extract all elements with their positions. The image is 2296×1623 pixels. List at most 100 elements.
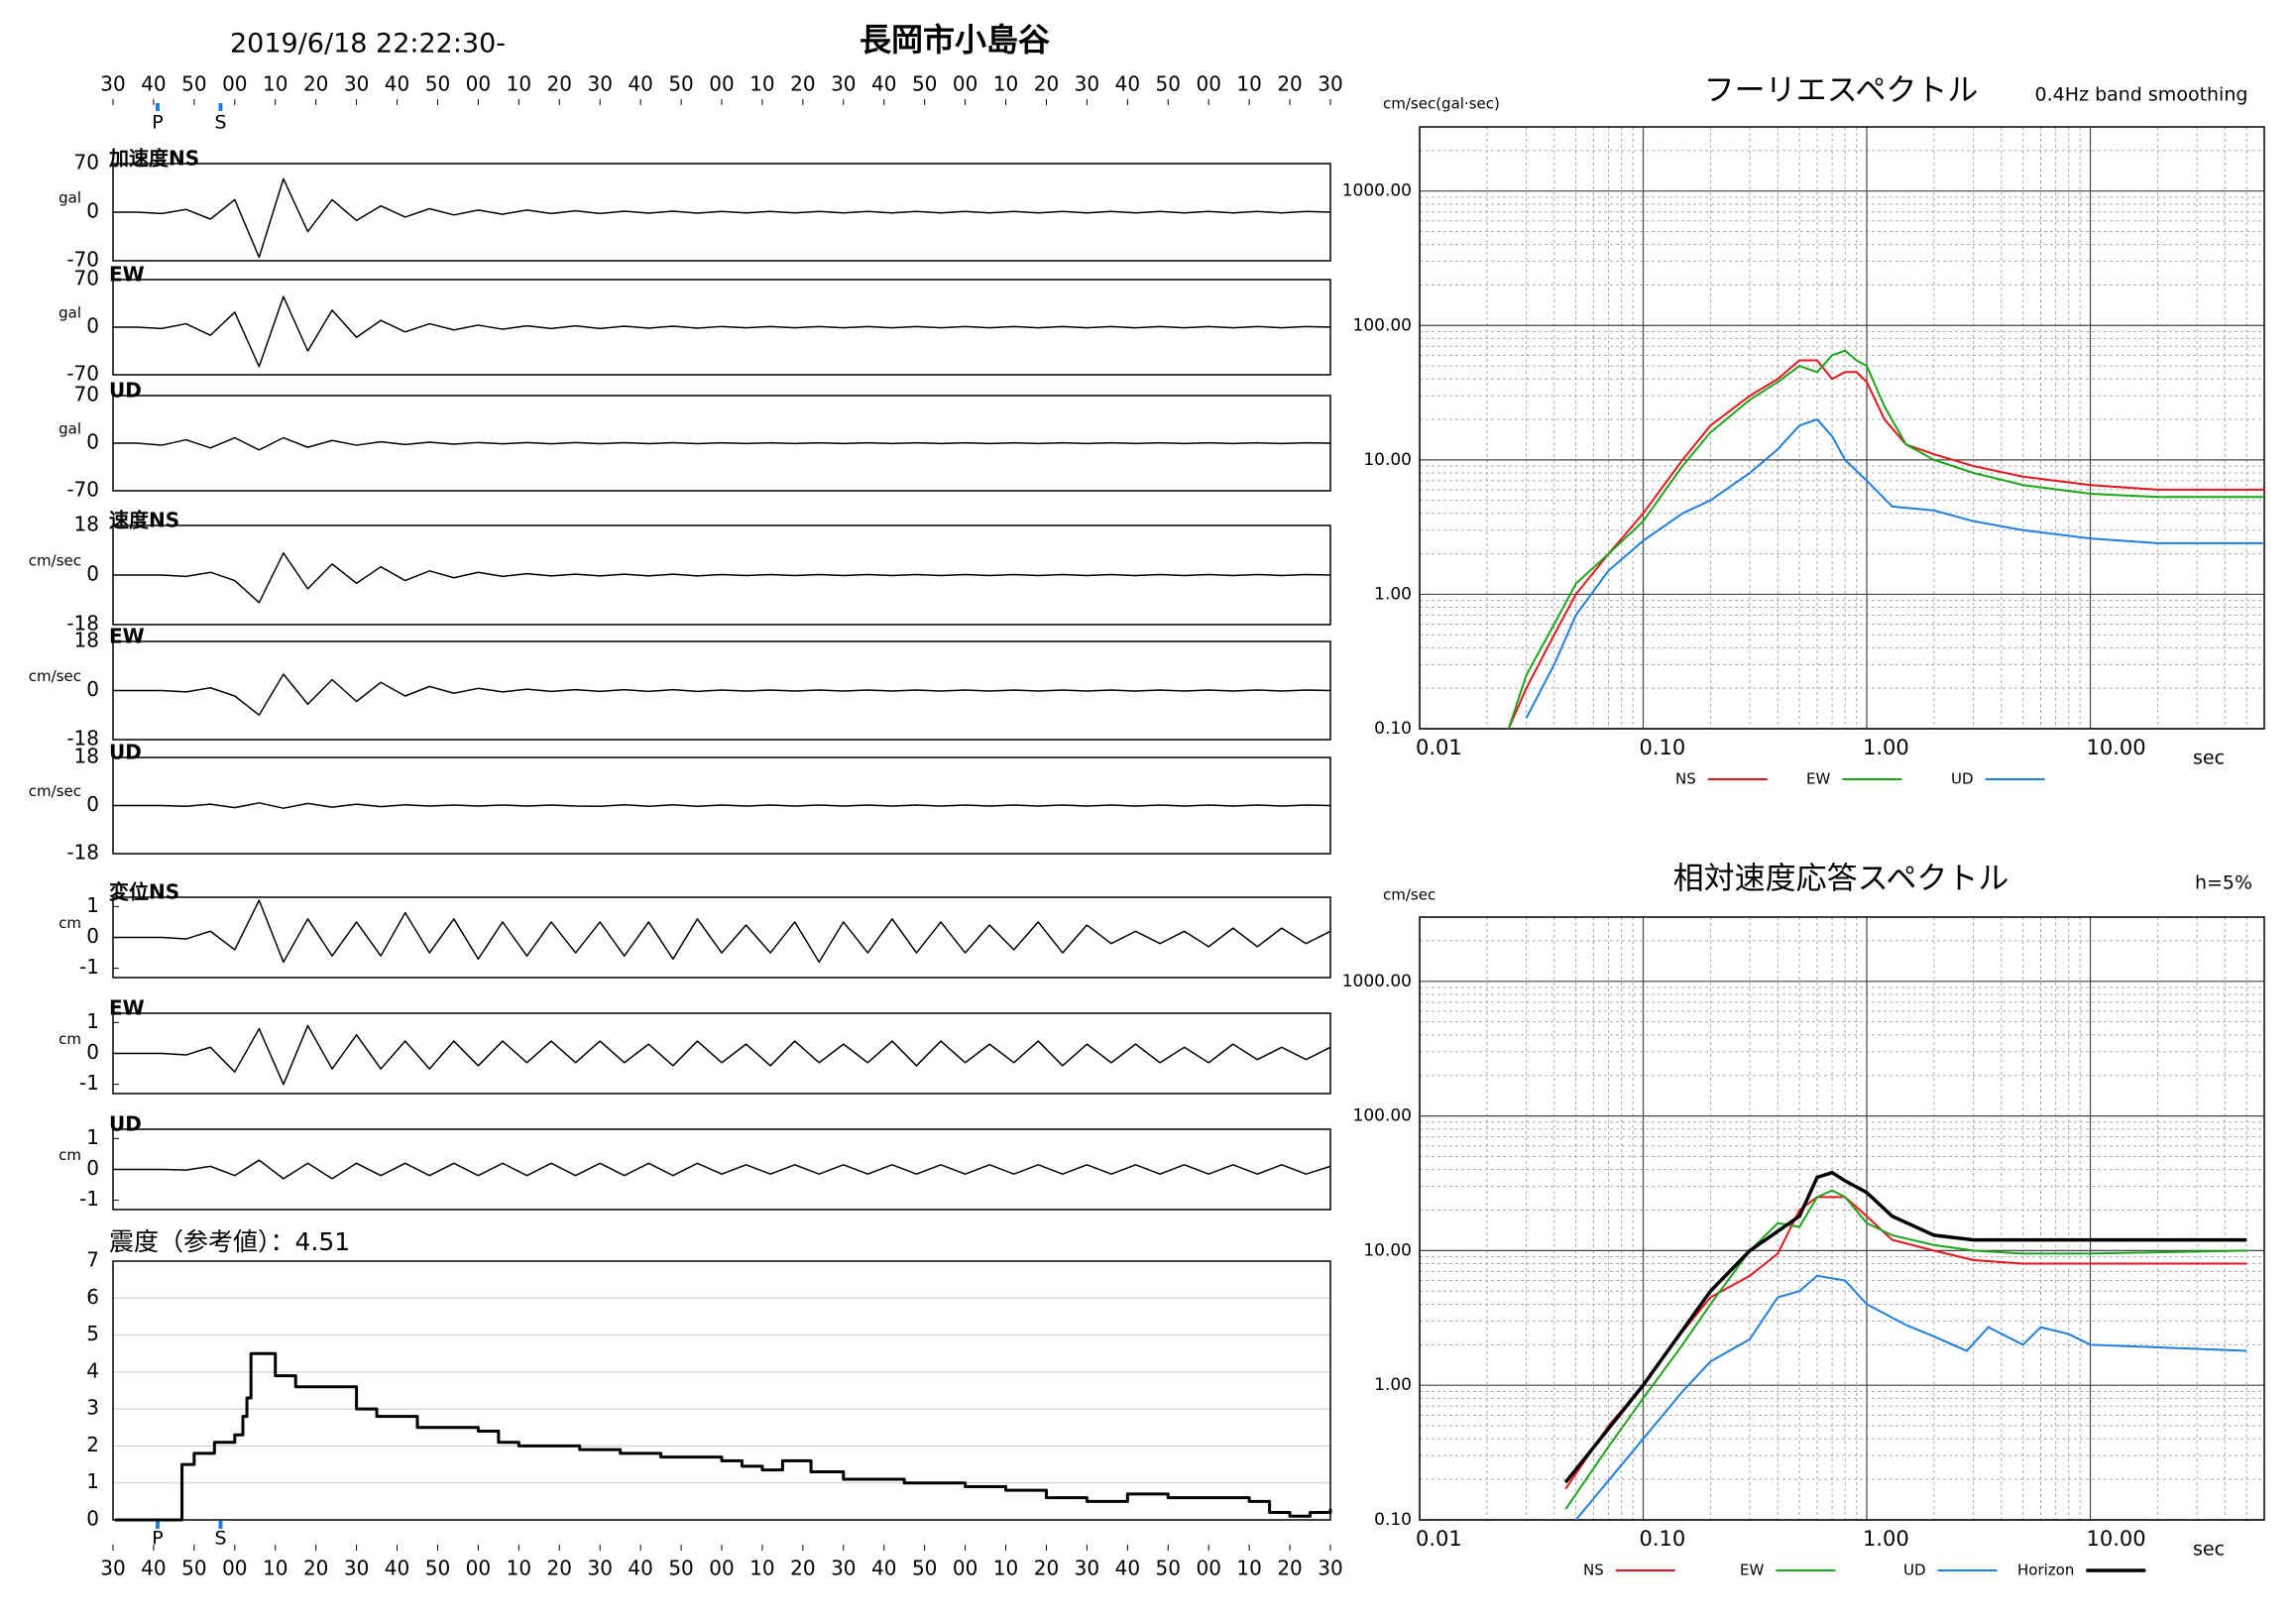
- y-tick-label: -18: [66, 727, 99, 751]
- time-tick-label: 10: [507, 72, 531, 96]
- plot-frame: [1419, 916, 2265, 1521]
- y-tick-label: -70: [66, 248, 99, 272]
- time-tick-label: 40: [141, 72, 166, 96]
- y-tick-label: 1.00: [1374, 1375, 1412, 1395]
- y-tick-label: 70: [74, 151, 99, 174]
- spectrum-line: [1574, 1274, 2247, 1520]
- y-unit: cm: [58, 914, 81, 932]
- time-tick-label: 40: [385, 72, 409, 96]
- phase-label: P: [152, 1528, 163, 1550]
- time-tick-label: 00: [466, 1557, 491, 1580]
- time-tick-label: 40: [385, 1557, 409, 1580]
- time-tick-label: 50: [1156, 72, 1181, 96]
- legend-label: UD: [1951, 770, 1974, 788]
- time-tick-label: 50: [912, 1557, 937, 1580]
- panel-title: 加速度NS: [108, 147, 199, 171]
- datetime: 2019/6/18 22:22:30-: [230, 29, 506, 59]
- time-tick-label: 10: [993, 1557, 1018, 1580]
- spectrum-line: [1507, 349, 2264, 729]
- time-tick-label: 30: [587, 1557, 612, 1580]
- waveform: [113, 295, 1331, 368]
- y-tick-label: 0: [86, 1040, 99, 1064]
- phase-label: S: [214, 112, 226, 134]
- x-axis-label: sec: [2193, 1539, 2225, 1561]
- time-tick-label: 00: [709, 1557, 734, 1580]
- panel-title: UD: [109, 379, 142, 403]
- time-tick-label: 00: [222, 1557, 247, 1580]
- y-unit: cm/sec: [29, 552, 81, 570]
- y-tick-label: 0: [86, 1156, 99, 1180]
- time-tick-label: 50: [912, 72, 937, 96]
- y-tick-label: -1: [79, 955, 99, 979]
- y-tick-label: 1: [86, 1469, 99, 1493]
- waveform: [113, 802, 1331, 809]
- panel-title: 変位NS: [109, 880, 179, 904]
- waveform: [113, 1024, 1331, 1086]
- y-tick-label: 0: [86, 199, 99, 223]
- time-tick-label: 10: [749, 72, 774, 96]
- time-tick-label: 40: [871, 1557, 896, 1580]
- time-tick-label: 50: [425, 72, 450, 96]
- time-tick-label: 30: [100, 1557, 125, 1580]
- y-axis-label: cm/sec(gal·sec): [1383, 95, 1500, 113]
- time-tick-label: 20: [1034, 72, 1059, 96]
- chart-subtitle: h=5%: [2195, 872, 2252, 894]
- y-tick-label: 0.10: [1374, 1510, 1412, 1530]
- y-tick-label: -70: [66, 478, 99, 502]
- y-tick-label: 18: [74, 513, 99, 536]
- waveform: [113, 673, 1331, 716]
- x-tick-label: 0.01: [1416, 736, 1462, 759]
- plot-frame: [112, 1260, 1331, 1521]
- panel-title: EW: [109, 996, 145, 1020]
- x-tick-label: 0.10: [1640, 736, 1686, 759]
- station-name: 長岡市小島谷: [860, 21, 1050, 58]
- y-tick-label: 1: [86, 893, 99, 917]
- y-unit: cm/sec: [29, 667, 81, 685]
- y-tick-label: 1: [86, 1125, 99, 1149]
- y-tick-label: -70: [66, 362, 99, 386]
- time-tick-label: 50: [181, 72, 206, 96]
- time-tick-label: 00: [1196, 1557, 1220, 1580]
- y-tick-label: 0: [86, 677, 99, 701]
- x-tick-label: 1.00: [1863, 1527, 1909, 1551]
- time-tick-label: 00: [466, 72, 491, 96]
- time-tick-label: 00: [709, 72, 734, 96]
- waveform: [113, 177, 1331, 259]
- spectrum-line: [1564, 1189, 2247, 1510]
- time-tick-label: 40: [141, 1557, 166, 1580]
- time-tick-label: 30: [587, 72, 612, 96]
- time-tick-label: 10: [263, 72, 287, 96]
- legend-label: Horizon: [2017, 1562, 2074, 1579]
- y-tick-label: 0: [86, 562, 99, 586]
- panel-title: 速度NS: [109, 509, 179, 532]
- plot-background: [1420, 917, 2264, 1520]
- legend-label: NS: [1675, 770, 1696, 788]
- time-tick-label: 50: [668, 72, 693, 96]
- panel-title: UD: [109, 741, 142, 764]
- time-tick-label: 10: [1236, 72, 1261, 96]
- time-tick-label: 50: [668, 1557, 693, 1580]
- time-tick-label: 40: [1115, 1557, 1140, 1580]
- x-tick-label: 1.00: [1863, 736, 1909, 759]
- y-tick-label: 0: [86, 792, 99, 816]
- panel-title: 震度（参考値）：4.51: [109, 1227, 350, 1256]
- time-tick-label: 40: [1115, 72, 1140, 96]
- y-tick-label: 10.00: [1363, 1240, 1412, 1260]
- y-tick-label: 70: [74, 383, 99, 406]
- y-tick-label: 0: [86, 1507, 99, 1531]
- y-unit: cm/sec: [29, 782, 81, 800]
- time-tick-label: 30: [1318, 1557, 1342, 1580]
- y-unit: gal: [58, 304, 81, 322]
- time-tick-label: 20: [790, 72, 815, 96]
- y-tick-label: -1: [79, 1187, 99, 1211]
- y-tick-label: 7: [86, 1248, 99, 1272]
- y-unit: gal: [58, 420, 81, 438]
- spectrum-line: [1525, 417, 2264, 719]
- time-tick-label: 40: [871, 72, 896, 96]
- time-tick-label: 30: [831, 72, 856, 96]
- waveform: [113, 436, 1331, 451]
- time-tick-label: 20: [1034, 1557, 1059, 1580]
- time-tick-label: 30: [831, 1557, 856, 1580]
